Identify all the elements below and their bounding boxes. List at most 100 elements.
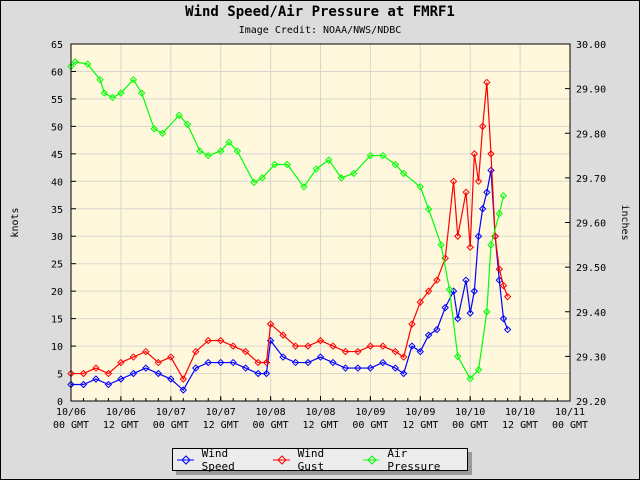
data-point-wind-speed [470,287,479,295]
data-point-air-pressure [283,160,291,169]
data-point-wind-gust [262,358,271,367]
y-tick-label: 10 [51,342,63,353]
x-tick-label-date: 10/06 [106,407,136,418]
data-point-wind-gust [266,320,275,328]
data-point-air-pressure [483,308,491,316]
data-point-wind-speed [408,342,416,350]
data-point-air-pressure [300,183,308,191]
data-point-wind-speed [391,364,400,372]
legend-marker-wind-speed-icon [177,454,194,465]
data-point-wind-gust [487,150,495,158]
data-point-wind-gust [241,347,250,356]
data-point-wind-gust [329,342,337,350]
data-point-wind-speed [192,364,200,372]
data-point-wind-speed [487,166,495,175]
data-point-wind-speed [291,358,300,367]
data-point-air-pressure [466,374,474,383]
data-point-air-pressure [225,138,233,146]
data-point-wind-gust [495,265,504,273]
legend-label: Wind Gust [297,446,325,473]
data-point-wind-speed [167,375,175,383]
x-tick-label-time: 00 GMT [253,420,289,431]
data-point-wind-speed [241,364,250,372]
x-tick-label-date: 10/08 [305,407,335,418]
data-point-wind-gust [291,342,300,350]
x-tick-label-date: 10/10 [455,407,485,418]
data-point-wind-speed [454,314,462,323]
data-point-wind-gust [304,342,312,350]
data-point-wind-speed [341,364,350,372]
data-point-wind-gust [216,336,225,345]
x-tick-label-time: 00 GMT [53,420,89,431]
y-tick-label: 45 [51,150,63,161]
data-point-wind-speed [478,205,487,213]
data-point-wind-gust [129,353,138,361]
y2-tick-label: 29.50 [576,263,606,274]
y-tick-label: 40 [51,177,63,188]
data-point-wind-speed [424,331,433,339]
y-tick-label: 55 [51,95,63,106]
x-tick-label-date: 10/08 [256,407,286,418]
data-point-air-pressure [325,156,333,164]
data-point-wind-speed [483,188,491,196]
y2-tick-label: 29.80 [576,129,606,140]
x-tick-label-time: 12 GMT [203,420,239,431]
y2-tick-label: 29.90 [576,85,606,96]
y-tick-label: 65 [51,40,63,51]
y-tick-label: 35 [51,205,63,216]
data-point-air-pressure [437,241,445,249]
data-point-wind-speed [262,369,271,378]
data-point-air-pressure [424,205,433,213]
data-point-wind-speed [474,232,483,240]
data-point-air-pressure [258,174,266,182]
data-point-air-pressure [117,89,125,97]
data-point-wind-speed [204,358,212,367]
data-point-air-pressure [337,174,345,182]
data-point-wind-speed [229,358,237,367]
data-point-air-pressure [100,89,108,97]
x-tick-label-date: 10/09 [405,407,435,418]
data-point-wind-speed [316,353,325,361]
x-tick-label-time: 12 GMT [402,420,438,431]
data-point-air-pressure [399,169,408,178]
x-tick-label-time: 12 GMT [302,420,338,431]
data-point-wind-speed [366,364,375,372]
data-point-wind-speed [441,303,449,312]
legend-item-air-pressure: Air Pressure [362,447,461,473]
data-point-air-pressure [158,129,167,137]
data-point-wind-speed [254,369,262,378]
data-point-air-pressure [83,60,92,68]
data-point-wind-speed [354,364,362,372]
x-tick-label-date: 10/11 [555,407,585,418]
data-point-wind-speed [379,358,387,367]
data-point-wind-gust [154,358,163,367]
data-point-wind-speed [499,314,508,323]
data-point-wind-gust [179,375,187,383]
data-point-wind-gust [466,243,474,251]
x-tick-label-date: 10/09 [355,407,385,418]
data-point-air-pressure [183,120,192,129]
data-point-wind-gust [79,369,88,378]
data-point-wind-speed [466,309,474,317]
data-point-air-pressure [129,75,138,84]
data-point-wind-speed [216,358,225,367]
data-point-wind-gust [229,342,237,350]
data-point-wind-speed [92,375,100,383]
series-line-air-pressure [70,61,505,380]
y-tick-label: 15 [51,315,63,326]
y2-axis-label: inches [619,204,630,240]
data-point-wind-gust [279,331,287,339]
data-point-wind-speed [142,364,150,372]
data-point-air-pressure [175,111,183,120]
data-point-wind-speed [399,369,408,378]
data-point-wind-speed [154,369,163,378]
data-point-air-pressure [379,151,387,160]
data-point-air-pressure [499,192,508,200]
legend-marker-air-pressure-icon [362,454,380,465]
data-point-wind-gust [204,336,212,345]
data-point-air-pressure [454,352,462,361]
y-tick-label: 5 [57,370,63,381]
x-tick-label-time: 00 GMT [153,420,189,431]
data-point-wind-speed [329,358,337,367]
data-point-air-pressure [312,165,321,173]
